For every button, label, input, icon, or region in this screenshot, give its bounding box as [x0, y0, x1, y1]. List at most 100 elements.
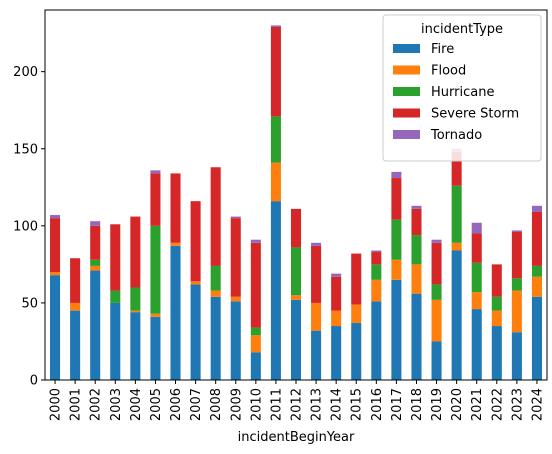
x-tick-label: 2010	[249, 388, 264, 421]
bar-tornado-2018	[411, 205, 422, 209]
bar-hurricane-2019	[431, 284, 442, 300]
x-axis: 2000 2001 2002 2003 2004 2005 2006 2007 2008 2009…	[49, 380, 545, 421]
bar-severe-storm-2010	[250, 242, 261, 328]
legend-label: Severe Storm	[431, 107, 519, 122]
x-tick-label: 2019	[430, 388, 445, 421]
bar-tornado-2024	[531, 205, 542, 212]
bar-flood-2019	[431, 299, 442, 342]
x-tick-label: 2022	[490, 388, 505, 421]
bar-severe-storm-2020	[451, 151, 462, 186]
y-tick-label: 150	[13, 142, 38, 157]
bar-fire-2023	[511, 332, 522, 380]
bar-hurricane-2011	[270, 116, 281, 163]
x-tick-label: 2009	[229, 388, 244, 421]
bar-severe-storm-2004	[130, 216, 141, 288]
bar-fire-2010	[250, 352, 261, 380]
bar-severe-storm-2007	[190, 201, 201, 282]
legend-title: incidentType	[421, 22, 503, 37]
x-tick-label: 2018	[410, 388, 425, 421]
bar-severe-storm-2014	[331, 276, 342, 311]
bar-tornado-2021	[471, 222, 482, 234]
bar-severe-storm-2022	[491, 264, 502, 297]
x-tick-label: 2013	[310, 388, 325, 421]
bar-flood-2024	[531, 276, 542, 297]
x-tick-label: 2014	[330, 388, 345, 421]
x-tick-label: 2006	[169, 388, 184, 421]
bar-fire-2018	[411, 293, 422, 380]
x-tick-label: 2003	[109, 388, 124, 421]
x-tick-label: 2020	[450, 388, 465, 421]
bar-severe-storm-2021	[471, 233, 482, 263]
bar-flood-2015	[351, 304, 362, 323]
x-tick-label: 2000	[49, 388, 64, 421]
y-tick-label: 50	[21, 296, 38, 311]
bar-fire-2024	[531, 296, 542, 380]
legend-swatch-hurricane	[393, 87, 420, 96]
bar-fire-2015	[351, 322, 362, 380]
bar-flood-2007	[190, 281, 201, 285]
bar-severe-storm-2016	[371, 252, 382, 265]
bar-hurricane-2008	[210, 265, 221, 291]
bar-severe-storm-2000	[50, 218, 61, 273]
bar-flood-2001	[70, 302, 81, 311]
bar-fire-2002	[90, 270, 101, 380]
bar-severe-storm-2002	[90, 225, 101, 260]
x-tick-label: 2008	[209, 388, 224, 421]
bar-flood-2009	[230, 296, 241, 302]
bar-severe-storm-2005	[150, 173, 161, 226]
x-tick-label: 2011	[269, 388, 284, 421]
legend-swatch-flood	[393, 65, 420, 75]
bar-hurricane-2002	[90, 259, 101, 266]
bar-tornado-2013	[311, 242, 322, 246]
bar-hurricane-2018	[411, 235, 422, 265]
x-tick-label: 2002	[89, 388, 104, 421]
bar-tornado-2000	[50, 215, 61, 219]
x-tick-label: 2017	[390, 388, 405, 421]
y-tick-label: 0	[30, 374, 38, 389]
bar-fire-2008	[210, 296, 221, 380]
bar-flood-2013	[311, 302, 322, 331]
legend-swatch-severe-storm	[393, 108, 420, 118]
bar-fire-2020	[451, 250, 462, 380]
bar-fire-2022	[491, 326, 502, 380]
bar-severe-storm-2001	[70, 258, 81, 303]
bar-flood-2022	[491, 310, 502, 327]
bar-flood-2023	[511, 290, 522, 333]
bar-fire-2014	[331, 326, 342, 380]
bar-hurricane-2017	[391, 219, 402, 260]
bar-tornado-2005	[150, 170, 161, 174]
x-tick-label: 2023	[510, 388, 525, 421]
bar-severe-storm-2006	[170, 173, 181, 243]
legend-swatch-tornado	[393, 130, 420, 139]
bar-flood-2005	[150, 313, 161, 317]
x-tick-label: 2016	[370, 388, 385, 421]
legend-label: Tornado	[430, 128, 482, 143]
bar-fire-2016	[371, 301, 382, 380]
bar-hurricane-2024	[531, 265, 542, 277]
legend: incidentType Fire Flood Hurricane Severe Sto…	[382, 14, 542, 162]
bar-tornado-2017	[391, 171, 402, 179]
bar-tornado-2002	[90, 221, 101, 226]
bar-flood-2004	[130, 310, 141, 313]
bar-fire-2007	[190, 284, 201, 380]
bar-severe-storm-2019	[431, 242, 442, 285]
y-tick-label: 200	[13, 65, 38, 80]
bar-hurricane-2023	[511, 278, 522, 291]
x-tick-label: 2012	[290, 388, 305, 421]
plot-frame	[44, 9, 548, 381]
y-tick-label: 100	[13, 219, 38, 234]
bar-severe-storm-2011	[270, 26, 281, 117]
bar-severe-storm-2008	[210, 167, 221, 266]
legend-label: Flood	[431, 64, 466, 79]
bar-severe-storm-2018	[411, 208, 422, 236]
bar-fire-2013	[311, 330, 322, 380]
bar-tornado-2011	[270, 25, 281, 27]
bar-severe-storm-2017	[391, 178, 402, 220]
bar-flood-2011	[270, 162, 281, 202]
bar-hurricane-2010	[250, 327, 261, 336]
bar-severe-storm-2023	[511, 232, 522, 279]
bar-fire-2006	[170, 245, 181, 380]
x-tick-label: 2015	[350, 388, 365, 421]
bar-fire-2001	[70, 310, 81, 380]
